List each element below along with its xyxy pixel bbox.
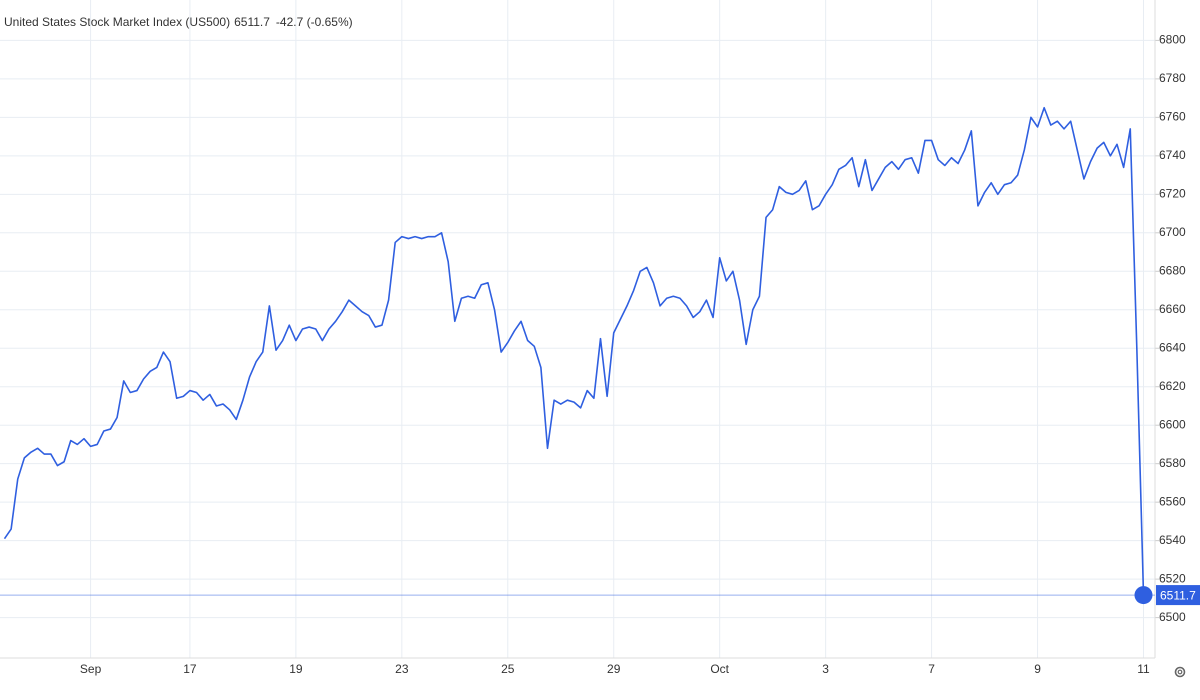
y-tick-label: 6720 — [1159, 186, 1186, 200]
x-tick-label: Sep — [80, 662, 102, 676]
price-change: -42.7 (-0.65%) — [276, 15, 353, 29]
price-tag — [1156, 585, 1200, 606]
grid — [0, 0, 1155, 658]
y-tick-label: 6760 — [1159, 110, 1186, 124]
x-tick-label: 11 — [1137, 662, 1150, 676]
chart-title: United States Stock Market Index (US500) — [4, 15, 230, 29]
x-tick-label: 17 — [183, 662, 197, 676]
y-tick-label: 6660 — [1159, 302, 1186, 316]
x-tick-label: 25 — [501, 662, 515, 676]
y-tick-label: 6500 — [1159, 610, 1186, 624]
x-tick-label: 3 — [822, 662, 829, 676]
y-tick-label: 6680 — [1159, 263, 1186, 277]
y-tick-label: 6800 — [1159, 33, 1186, 47]
y-tick-label: 6580 — [1159, 456, 1186, 470]
y-tick-label: 6540 — [1159, 533, 1186, 547]
gear-hub[interactable] — [1177, 669, 1183, 675]
price-tag-label: 6511.7 — [1160, 588, 1196, 602]
x-tick-label: 29 — [607, 662, 621, 676]
last-point — [1134, 586, 1153, 605]
x-tick-label: 19 — [289, 662, 303, 676]
price-line-series — [3, 106, 1145, 596]
y-tick-label: 6600 — [1159, 417, 1186, 431]
x-tick-label: 9 — [1034, 662, 1041, 676]
x-tick-label: Oct — [710, 662, 729, 676]
y-tick-label: 6520 — [1159, 571, 1186, 585]
settings-icon[interactable] — [1174, 666, 1186, 678]
x-tick-label: 23 — [395, 662, 409, 676]
y-tick-label: 6780 — [1159, 71, 1186, 85]
y-tick-label: 6640 — [1159, 340, 1186, 354]
price: 6511.7 — [234, 15, 270, 29]
y-tick-label: 6620 — [1159, 379, 1186, 393]
gear[interactable] — [1174, 666, 1186, 678]
y-tick-label: 6740 — [1159, 148, 1186, 162]
y-tick-label: 6700 — [1159, 225, 1186, 239]
x-tick-label: 7 — [928, 662, 935, 676]
y-tick-label: 6560 — [1159, 494, 1186, 508]
